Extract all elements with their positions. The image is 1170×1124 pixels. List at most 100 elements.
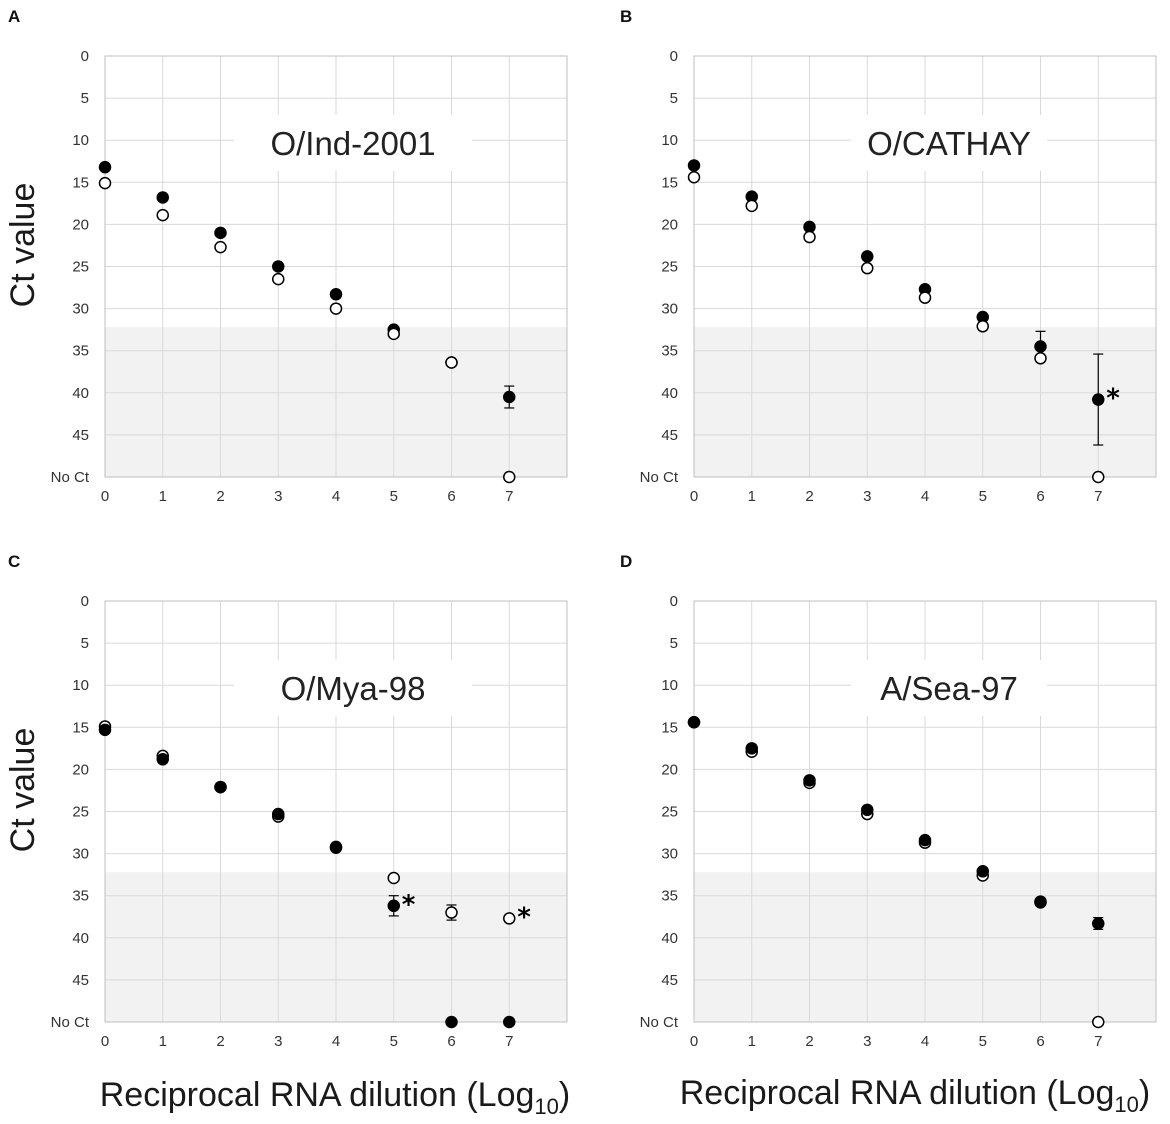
data-point-filled [861,803,874,817]
data-point-open [1034,352,1047,365]
data-point-filled [156,753,169,766]
strain-label: O/CATHAY [867,125,1031,162]
strain-label: A/Sea-97 [880,670,1018,707]
data-point-open [503,470,516,484]
data-point-filled [918,833,932,847]
y-tick-label: 10 [72,132,89,149]
x-tick-label: 6 [447,488,455,505]
x-tick-label: 1 [748,488,756,505]
data-point-filled [503,390,516,404]
x-axis-title-left: Reciprocal RNA dilution (Log10) [100,1076,570,1119]
plot-area [693,55,1157,478]
x-axis-title-left-main: Reciprocal RNA dilution (Log [100,1076,535,1114]
data-point-open [1092,1015,1105,1029]
panel-letter-c: C [8,552,20,571]
data-point-open [445,906,458,919]
x-tick-label: 6 [1036,488,1044,505]
data-point-filled [329,841,343,854]
y-tick-label: 30 [72,301,89,318]
y-tick-label: 10 [661,677,678,694]
data-point-open [976,320,989,333]
data-point-open [272,272,285,286]
data-point-filled [272,807,285,821]
y-tick-label: 40 [72,930,89,947]
data-point-filled [803,220,816,234]
y-tick-label: No Ct [640,1014,679,1031]
data-point-filled [687,159,701,172]
y-tick-label: 45 [72,972,89,989]
data-point-filled [1034,895,1047,908]
data-point-filled [745,742,758,755]
data-point-filled [329,288,343,301]
data-point-filled [861,250,874,263]
strain-label: O/Ind-2001 [270,125,435,162]
y-tick-label: 0 [81,48,89,65]
data-point-open [387,327,400,341]
panel-d: D Reciprocal RNA dilution (Log10) 051015… [620,552,1157,1117]
y-tick-label: No Ct [51,469,90,486]
y-tick-label: 15 [72,719,89,736]
data-point-filled [1092,917,1105,930]
x-tick-label: 2 [216,1033,224,1050]
x-tick-label: 5 [390,488,398,505]
data-point-filled [214,226,227,240]
y-tick-label: 10 [72,677,89,694]
panel-c: C Ct value Reciprocal RNA dilution (Log1… [4,552,570,1119]
x-tick-label: 0 [101,1033,109,1050]
strain-label-box [851,115,1047,171]
plot-frame [104,55,568,478]
data-point-filled [98,723,112,737]
y-tick-label: 25 [661,804,678,821]
y-tick-label: 25 [72,259,89,276]
x-axis-title-left-sub: 10 [534,1094,558,1119]
y-tick-label: 10 [661,132,678,149]
data-point-open [445,356,458,369]
y-tick-label: 30 [661,846,678,863]
data-point-filled [976,865,989,878]
y-tick-label: 0 [81,593,89,610]
data-point-open [156,208,169,222]
data-point-filled [387,899,400,913]
plot-area [104,600,568,1023]
data-point-open [1092,470,1105,484]
data-point-filled [445,1015,458,1029]
y-tick-label: 20 [661,216,678,233]
significance-asterisk: * [1106,384,1120,414]
y-tick-label: 5 [81,90,89,107]
y-tick-label: 5 [81,635,89,652]
y-tick-label: 40 [661,385,678,402]
data-point-open [503,912,516,925]
x-axis-title-right-sub: 10 [1114,1092,1138,1117]
x-tick-label: 0 [101,488,109,505]
y-tick-label: 5 [670,90,678,107]
y-tick-label: No Ct [51,1014,90,1031]
significance-asterisk: * [517,902,531,932]
x-tick-label: 1 [748,1033,756,1050]
plot-area [693,600,1157,1023]
data-point-open [918,291,932,304]
x-tick-label: 7 [1094,488,1102,505]
panel-letter-a: A [8,7,20,26]
x-axis-title-right-main: Reciprocal RNA dilution (Log [680,1074,1115,1112]
plot-frame [104,600,568,1023]
data-point-open [745,199,758,213]
strain-label-box [851,660,1047,716]
x-tick-label: 3 [863,488,871,505]
data-point-filled [1092,393,1105,406]
x-tick-label: 4 [921,488,929,505]
strain-label-box [234,115,472,171]
y-tick-label: 25 [72,804,89,821]
data-point-open [98,176,112,190]
strain-label-box [234,660,472,716]
data-point-filled [803,774,816,787]
x-tick-label: 2 [805,488,813,505]
x-tick-label: 0 [690,488,698,505]
x-tick-label: 1 [159,1033,167,1050]
x-tick-label: 5 [390,1033,398,1050]
data-point-open [329,302,343,315]
y-tick-label: 15 [72,174,89,191]
data-point-filled [272,260,285,273]
y-tick-label: 40 [661,930,678,947]
x-tick-label: 6 [447,1033,455,1050]
